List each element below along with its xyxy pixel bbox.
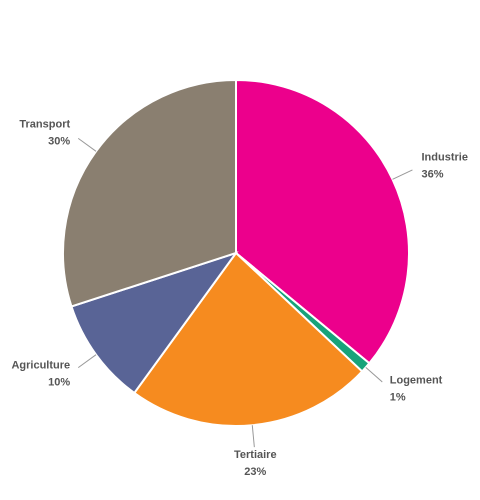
value-label: 1% xyxy=(390,391,406,403)
value-label: 36% xyxy=(421,169,443,181)
leader-line xyxy=(77,137,97,152)
pie-slice xyxy=(235,78,410,365)
leader-line xyxy=(77,354,97,369)
value-label: 30% xyxy=(48,135,70,147)
slice-label: Logement xyxy=(390,374,443,386)
leader-line xyxy=(392,169,413,180)
slice-label: Tertiaire xyxy=(234,449,277,461)
value-label: 23% xyxy=(244,466,266,478)
slice-label: Transport xyxy=(19,118,70,130)
slice-label: Industrie xyxy=(421,152,467,164)
leader-line xyxy=(251,425,255,448)
pie-slice xyxy=(132,251,364,427)
slice-label: Agriculture xyxy=(11,359,70,371)
leader-line xyxy=(365,367,383,383)
value-label: 10% xyxy=(48,376,70,388)
